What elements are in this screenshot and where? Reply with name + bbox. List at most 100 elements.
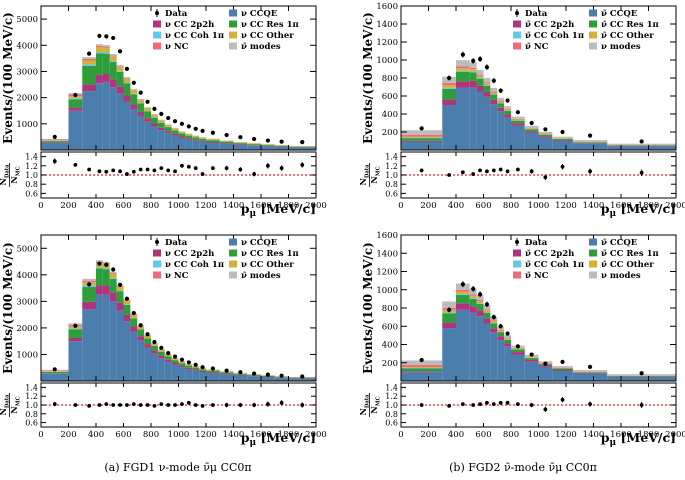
- bar-mec: [247, 375, 261, 377]
- bar-ccqe: [137, 340, 145, 381]
- ratio-point: [97, 403, 102, 407]
- bar-ccqe: [247, 376, 261, 381]
- bar-ccqe: [102, 81, 110, 150]
- ratio-point: [131, 402, 136, 407]
- bar-coh: [476, 303, 484, 304]
- legend-label: ν CCQE: [241, 238, 278, 248]
- bar-mec: [157, 127, 165, 131]
- legend-label: ν̄ CC Other: [601, 260, 654, 270]
- bar-other: [130, 90, 138, 94]
- legend-label: Data: [165, 9, 188, 19]
- bar-mec: [82, 84, 96, 92]
- y-tick-label: 1600: [376, 2, 398, 12]
- ratio-point: [152, 403, 157, 408]
- bar-wrong: [456, 60, 470, 67]
- ratio-point: [252, 403, 257, 407]
- ratio-point: [73, 403, 78, 407]
- bar-res: [68, 99, 83, 108]
- x-tick-label: 1000: [528, 201, 550, 211]
- legend-swatch: [153, 271, 161, 279]
- bar-wrong: [524, 125, 539, 128]
- y-tick-label: 3000: [16, 67, 38, 77]
- data-point: [111, 267, 116, 272]
- legend-swatch: [229, 271, 237, 279]
- data-point: [560, 359, 565, 364]
- bar-mec: [151, 123, 158, 127]
- bar-wrong: [102, 261, 110, 264]
- bar-res: [401, 368, 443, 372]
- bar-wrong: [82, 57, 96, 59]
- bar-ccqe: [171, 135, 179, 150]
- bar-other: [151, 343, 158, 346]
- bar-ccqe: [274, 377, 289, 381]
- bar-ccqe: [151, 353, 158, 381]
- bar-ccqe: [82, 309, 96, 381]
- chart-tl: 1000 2000 3000 4000 5000 0 200 400 600 800 1000 120…: [0, 5, 327, 219]
- ratio-point: [152, 168, 157, 173]
- y-tick-label: 5000: [16, 15, 38, 25]
- x-tick-label: 0: [398, 201, 403, 211]
- data-point: [300, 140, 305, 145]
- bar-nc: [497, 329, 505, 331]
- bar-coh: [109, 277, 117, 279]
- bar-ccqe: [483, 323, 491, 381]
- bar-ccqe: [157, 358, 165, 381]
- data-point: [460, 282, 465, 287]
- bar-mec: [171, 133, 179, 136]
- ratio-point: [224, 166, 229, 171]
- caption-a: (a) FGD1 ν-mode ν̄μ CC0π: [104, 461, 251, 474]
- bar-ccqe: [572, 373, 608, 381]
- bar-res: [102, 269, 110, 286]
- bar-coh: [130, 93, 138, 95]
- bar-res: [96, 268, 103, 286]
- data-point: [477, 292, 483, 297]
- data-point: [73, 92, 78, 98]
- bar-ccqe: [538, 366, 553, 381]
- legend-label: ν NC: [165, 271, 189, 281]
- bar-coh: [401, 367, 443, 369]
- bar-res: [219, 372, 234, 374]
- y-axis-title: Events/(100 MeV/c): [361, 242, 375, 374]
- ratio-point: [515, 167, 520, 172]
- ratio-point: [104, 402, 109, 407]
- bar-ccqe: [247, 145, 261, 150]
- ratio-point: [471, 403, 476, 407]
- bar-mec: [185, 367, 193, 370]
- legend-label: Data: [525, 9, 548, 19]
- bar-coh: [469, 298, 477, 299]
- legend-swatch: [153, 20, 161, 28]
- x-tick-label: 800: [503, 201, 519, 211]
- bar-res: [247, 144, 261, 146]
- bar-ccqe: [476, 91, 484, 150]
- bar-nc: [476, 74, 484, 76]
- data-point: [138, 90, 143, 95]
- x-tick-label: 1800: [638, 201, 660, 211]
- bar-res: [552, 368, 573, 370]
- data-point: [265, 372, 270, 377]
- ratio-point: [279, 166, 284, 171]
- ratio-point: [265, 163, 270, 168]
- y-axis-title: Events/(100 MeV/c): [361, 12, 375, 144]
- bar-wrong: [157, 119, 165, 121]
- legend-label: ν̄ CC Res 1π: [601, 249, 659, 259]
- bar-other: [401, 367, 443, 368]
- data-point: [117, 282, 123, 288]
- bar-other: [490, 92, 498, 95]
- bar-coh: [456, 294, 470, 296]
- bar-other: [469, 69, 477, 72]
- bar-ccqe: [82, 91, 96, 150]
- bar-other: [247, 143, 261, 145]
- data-point: [498, 324, 503, 329]
- ratio-y-tick-label: 0.6: [25, 189, 38, 198]
- ratio-point: [639, 403, 644, 407]
- bar-other: [199, 137, 206, 139]
- bar-res: [490, 323, 498, 329]
- ratio-point: [485, 169, 489, 174]
- x-tick-label: 1600: [250, 201, 272, 211]
- bar-mec: [109, 79, 117, 88]
- bar-other: [469, 295, 477, 299]
- data-point: [419, 126, 424, 131]
- bar-mec: [483, 91, 491, 97]
